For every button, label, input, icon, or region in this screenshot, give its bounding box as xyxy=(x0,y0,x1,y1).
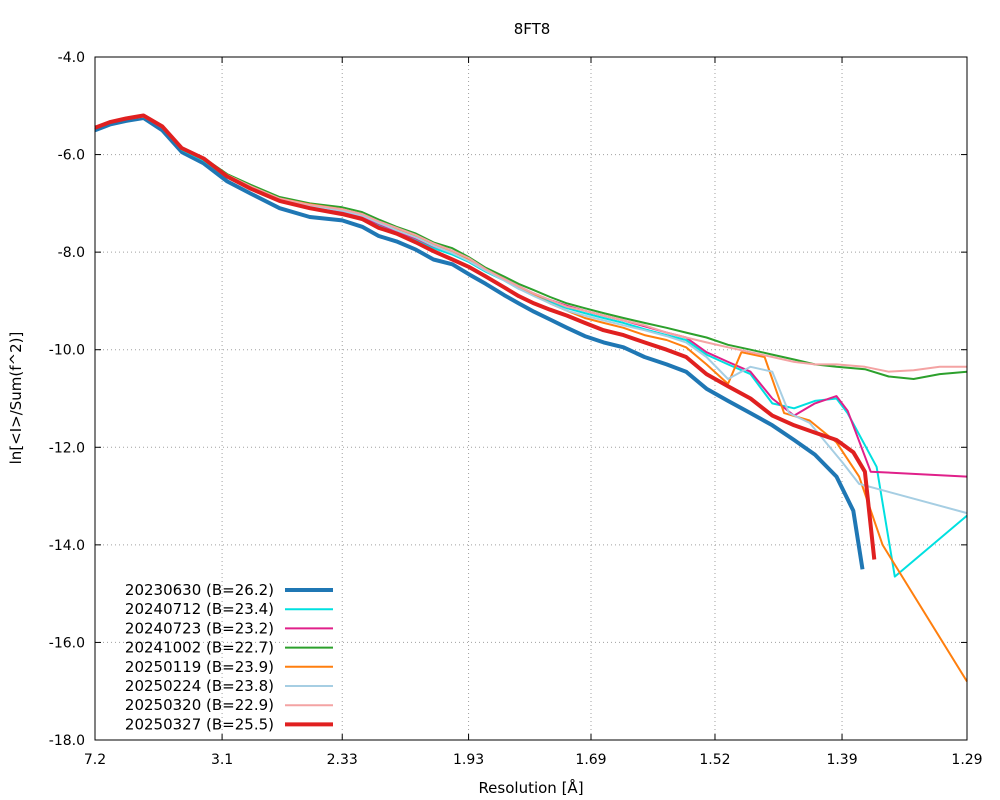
x-tick-label: 1.39 xyxy=(826,752,857,768)
x-tick-label: 1.52 xyxy=(699,752,730,768)
x-tick-label: 3.1 xyxy=(211,752,233,768)
y-tick-label: -4.0 xyxy=(58,50,85,66)
series-line-7 xyxy=(94,113,877,560)
legend-label: 20250224 (B=23.8) xyxy=(125,677,274,695)
series-lines xyxy=(94,113,968,683)
legend-label: 20250320 (B=22.9) xyxy=(125,696,274,714)
y-tick-label: -6.0 xyxy=(58,148,85,164)
y-tick-label: -12.0 xyxy=(49,440,85,456)
legend-label: 20240723 (B=23.2) xyxy=(125,619,274,637)
y-tick-label: -10.0 xyxy=(49,343,85,359)
legend-label: 20240712 (B=23.4) xyxy=(125,600,274,618)
x-tick-label: 1.29 xyxy=(951,752,982,768)
x-tick-label: 2.33 xyxy=(327,752,358,768)
x-tick-label: 1.69 xyxy=(575,752,606,768)
legend-label: 20241002 (B=22.7) xyxy=(125,639,274,657)
y-tick-label: -8.0 xyxy=(58,245,85,261)
y-tick-label: -14.0 xyxy=(49,538,85,554)
chart-title: 8FT8 xyxy=(514,20,551,38)
y-tick-label: -16.0 xyxy=(49,635,85,651)
x-axis-title: Resolution [Å] xyxy=(478,778,583,797)
legend: 20230630 (B=26.2)20240712 (B=23.4)202407… xyxy=(125,581,333,733)
y-tick-label: -18.0 xyxy=(49,733,85,749)
y-axis-title: ln[<I>/Sum(f^2)] xyxy=(7,332,25,465)
axis-ticks: 7.2 3.1 2.33 1.93 1.69 1.52 1.39 1.29 -4.0 -6.0 -8… xyxy=(49,50,983,768)
legend-label: 20250119 (B=23.9) xyxy=(125,658,274,676)
legend-label: 20230630 (B=26.2) xyxy=(125,581,274,599)
series-line-0 xyxy=(94,116,865,570)
x-tick-label: 7.2 xyxy=(84,752,106,768)
plot-frame xyxy=(94,56,968,741)
legend-label: 20250327 (B=25.5) xyxy=(125,715,274,733)
x-tick-label: 1.93 xyxy=(453,752,484,768)
